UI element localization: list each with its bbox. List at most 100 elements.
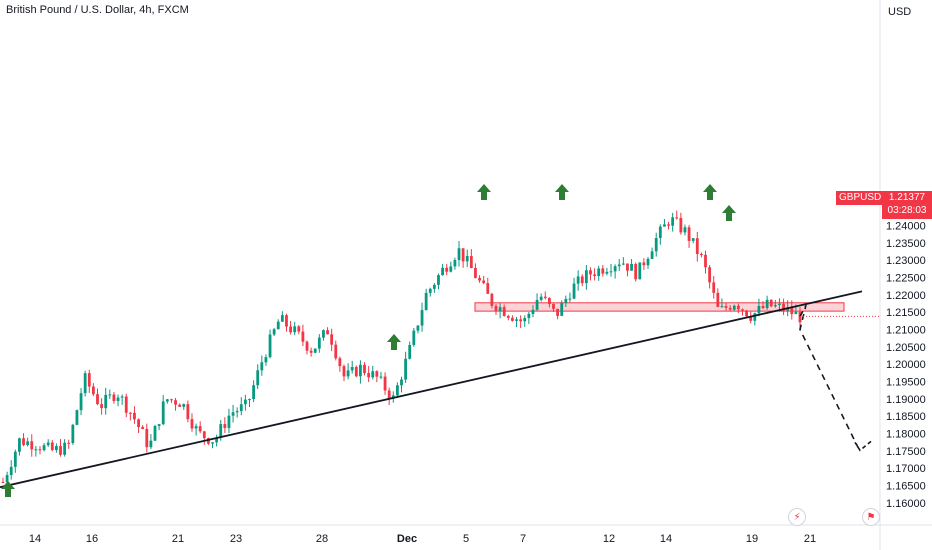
candle-body bbox=[531, 309, 535, 314]
candle-body bbox=[728, 307, 732, 310]
y-tick-label: 1.20500 bbox=[886, 342, 926, 354]
candle-body bbox=[773, 305, 777, 307]
candle-body bbox=[309, 350, 313, 353]
x-tick-label: 21 bbox=[172, 533, 184, 545]
candle-body bbox=[256, 370, 260, 386]
candle-body bbox=[252, 385, 256, 400]
candle-body bbox=[482, 280, 486, 284]
candle-body bbox=[276, 321, 280, 330]
candle-body bbox=[621, 263, 625, 265]
candle-body bbox=[387, 390, 391, 399]
flag-icon[interactable]: ⚑ bbox=[862, 508, 880, 526]
candle-body bbox=[547, 298, 551, 304]
candle-body bbox=[227, 415, 231, 428]
candle-body bbox=[133, 412, 136, 420]
candle-body bbox=[453, 259, 457, 267]
up-arrow-icon bbox=[555, 184, 569, 200]
candle-body bbox=[753, 313, 757, 321]
candle-body bbox=[350, 366, 354, 371]
candle-body bbox=[420, 310, 424, 326]
candle-body bbox=[26, 441, 30, 446]
price-badge: 1.21377 03:28:03 bbox=[882, 191, 932, 219]
candle-body bbox=[330, 334, 334, 345]
support-zone[interactable] bbox=[474, 302, 845, 312]
x-tick-label: 5 bbox=[463, 533, 469, 545]
candle-body bbox=[638, 262, 642, 280]
candle-body bbox=[424, 292, 428, 311]
current-price-tag: GBPUSD 1.21377 03:28:03 bbox=[836, 191, 932, 219]
candle-body bbox=[597, 268, 601, 277]
y-tick-label: 1.16000 bbox=[886, 498, 926, 510]
y-tick-label: 1.17000 bbox=[886, 463, 926, 475]
candle-body bbox=[301, 331, 305, 342]
candle-body bbox=[798, 311, 802, 323]
candle-body bbox=[145, 429, 149, 448]
candle-body bbox=[568, 298, 572, 300]
candle-body bbox=[778, 303, 781, 306]
candle-body bbox=[494, 305, 498, 312]
candle-body bbox=[732, 305, 736, 310]
candle-body bbox=[30, 441, 34, 450]
candle-body bbox=[161, 401, 165, 425]
candle-body bbox=[13, 451, 17, 467]
candle-body bbox=[749, 316, 753, 321]
x-tick-label: 7 bbox=[520, 533, 526, 545]
candle-body bbox=[716, 292, 720, 307]
candle-body bbox=[765, 299, 769, 309]
candle-body bbox=[198, 426, 202, 432]
candle-body bbox=[634, 263, 638, 280]
y-tick-label: 1.22000 bbox=[886, 290, 926, 302]
candle-body bbox=[375, 371, 379, 377]
timeframe[interactable]: 4h bbox=[139, 4, 152, 16]
x-tick-label: 28 bbox=[316, 533, 328, 545]
symbol-name: British Pound / U.S. Dollar bbox=[6, 4, 134, 16]
y-tick-label: 1.19500 bbox=[886, 376, 926, 388]
candle-body bbox=[5, 475, 9, 483]
candle-body bbox=[441, 267, 444, 276]
trendline[interactable] bbox=[0, 290, 863, 489]
candle-body bbox=[83, 373, 87, 394]
symbol-badge: GBPUSD bbox=[836, 191, 885, 205]
candle-body bbox=[564, 298, 568, 303]
candle-body bbox=[46, 442, 50, 446]
candle-body bbox=[535, 299, 539, 310]
candle-body bbox=[445, 267, 449, 272]
candle-body bbox=[363, 364, 366, 374]
candle-body bbox=[469, 256, 473, 269]
candle-body bbox=[511, 317, 514, 321]
candle-body bbox=[400, 379, 403, 386]
y-tick-label: 1.18500 bbox=[886, 411, 926, 423]
candle-body bbox=[108, 394, 112, 396]
candle-body bbox=[79, 393, 83, 411]
candle-body bbox=[695, 238, 699, 255]
up-arrow-icon bbox=[722, 205, 736, 221]
candle-body bbox=[96, 394, 99, 405]
candle-body bbox=[626, 263, 629, 271]
candle-body bbox=[683, 227, 687, 233]
candle-body bbox=[18, 438, 21, 452]
candle-body bbox=[782, 303, 785, 311]
candle-body bbox=[223, 424, 227, 428]
candle-body bbox=[38, 449, 42, 451]
candle-body bbox=[457, 248, 461, 260]
candle-body bbox=[724, 306, 728, 308]
up-arrow-icon bbox=[703, 184, 717, 200]
candle-body bbox=[342, 366, 346, 377]
candle-body bbox=[317, 337, 321, 349]
candle-body bbox=[741, 309, 744, 311]
candle-body bbox=[609, 271, 613, 273]
candle-body bbox=[153, 426, 157, 441]
candle-body bbox=[211, 442, 214, 444]
candle-body bbox=[757, 305, 761, 314]
candle-body bbox=[379, 376, 383, 378]
candle-body bbox=[59, 446, 62, 455]
candle-body bbox=[305, 341, 309, 351]
projection-path[interactable] bbox=[799, 304, 859, 448]
candle-body bbox=[157, 424, 161, 427]
candle-body bbox=[141, 427, 145, 430]
y-tick-label: 1.23500 bbox=[886, 238, 926, 250]
candle-body bbox=[120, 396, 124, 398]
candle-body bbox=[404, 358, 408, 380]
flash-icon[interactable]: ⚡ bbox=[788, 508, 806, 526]
